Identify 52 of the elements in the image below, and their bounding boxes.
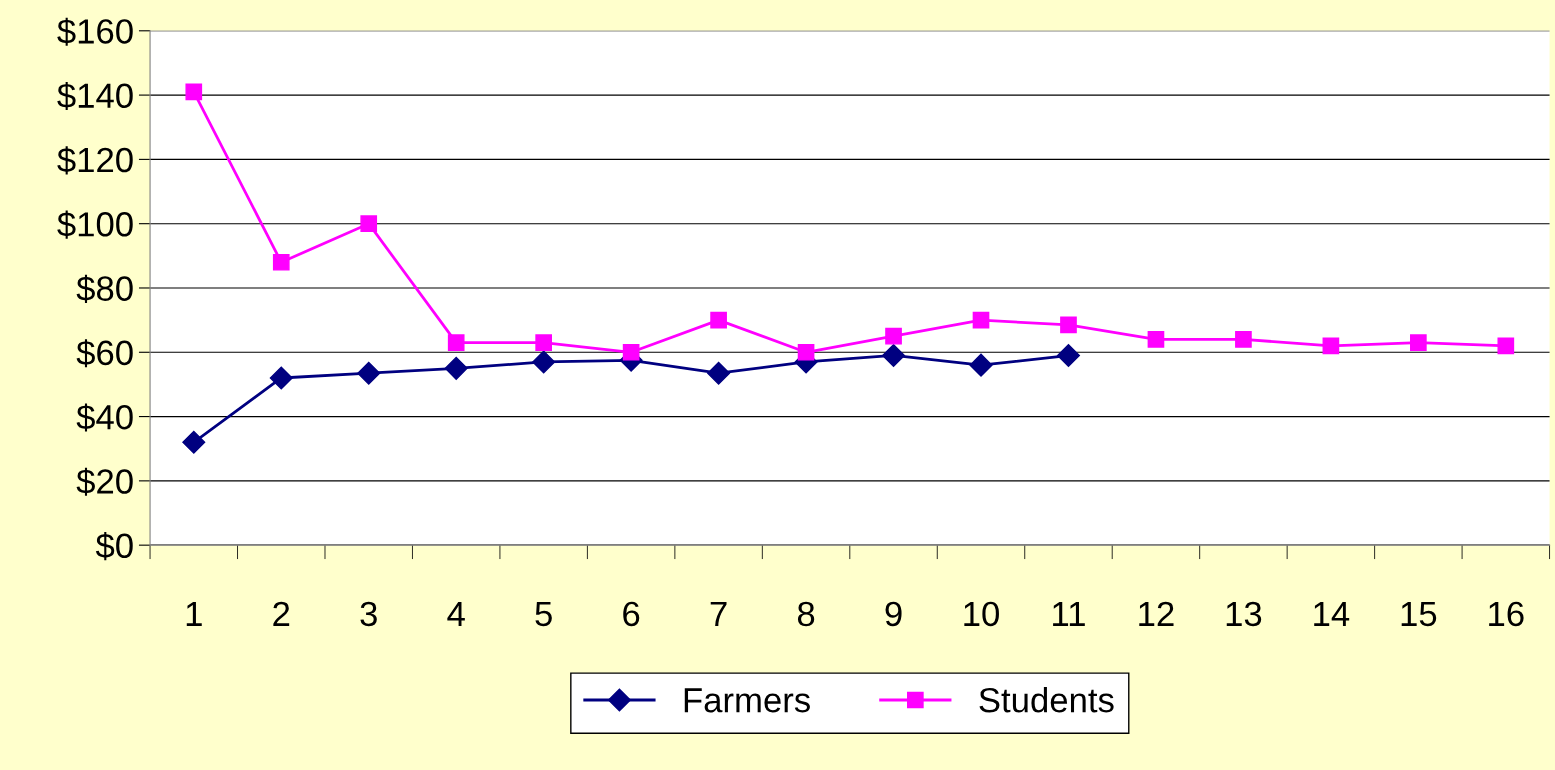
x-tick-label: 8 (797, 601, 815, 627)
point (622, 343, 640, 361)
point (972, 311, 990, 329)
y-tick-label: $80 (76, 274, 133, 303)
y-tick-label: $20 (76, 467, 133, 496)
x-tick-label: 10 (964, 601, 999, 627)
point (1322, 337, 1340, 355)
y-tick-label: $100 (57, 210, 133, 239)
point (447, 334, 465, 351)
point (882, 343, 906, 367)
x-tick-label: 16 (1489, 601, 1524, 627)
point (1147, 331, 1165, 348)
point (1060, 316, 1077, 334)
point (535, 334, 553, 351)
point (885, 327, 902, 345)
point (710, 311, 727, 329)
point (532, 350, 556, 374)
point (797, 343, 815, 361)
y-tick-label: $140 (57, 81, 133, 111)
point (1410, 334, 1427, 351)
point (707, 361, 731, 385)
x-tick-label: 15 (1401, 601, 1437, 627)
y-tick-label: $160 (57, 17, 133, 46)
y-tick-label: $0 (95, 532, 133, 561)
x-tick-label: 11 (1053, 601, 1085, 626)
point (182, 430, 206, 454)
legend-label: Farmers (684, 688, 810, 713)
point (357, 361, 381, 385)
x-tick-label: 7 (710, 601, 727, 626)
x-tick-label: 12 (1139, 601, 1174, 626)
y-tick-label: $60 (76, 339, 133, 368)
point (1497, 337, 1515, 355)
x-tick-label: 9 (885, 601, 902, 627)
point (272, 253, 290, 271)
x-tick-label: 13 (1226, 601, 1262, 627)
x-tick-label: 14 (1314, 601, 1350, 626)
x-tick-label: 3 (360, 601, 377, 627)
point (185, 83, 203, 101)
y-tick-label: $120 (57, 146, 133, 175)
point (1056, 343, 1080, 367)
legend-label: Students (979, 687, 1114, 713)
x-tick-label: 6 (623, 601, 640, 627)
x-tick-label: 1 (186, 601, 202, 626)
x-tick-label: 2 (273, 601, 290, 626)
point (360, 215, 378, 233)
x-tick-label: 4 (447, 601, 465, 626)
point (969, 353, 993, 377)
point (444, 356, 468, 380)
point (1235, 331, 1252, 348)
y-tick-label: $40 (76, 403, 133, 432)
x-tick-label: 5 (535, 601, 552, 627)
point (269, 366, 293, 390)
